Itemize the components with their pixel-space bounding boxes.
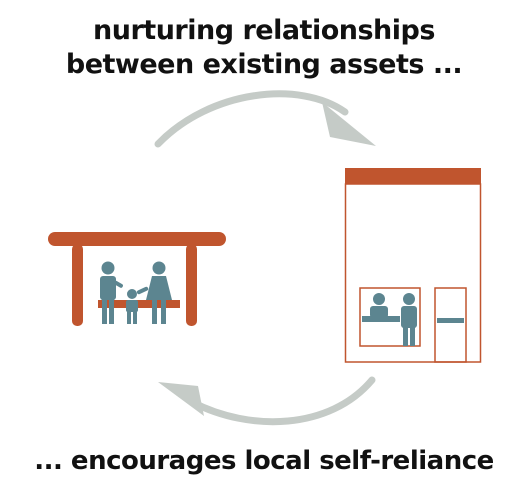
- heading-line-1: nurturing relationships: [93, 15, 435, 46]
- top-cycle-arrow-icon: [154, 90, 376, 148]
- shop-with-clerk-icon: [344, 168, 482, 363]
- footer-caption: ... encourages local self-reliance: [34, 446, 494, 476]
- bottom-cycle-arrow-icon: [158, 376, 376, 426]
- heading: nurturing relationships between existing…: [0, 14, 528, 82]
- heading-line-2: between existing assets ...: [65, 49, 463, 80]
- bus-shelter-family-icon: [48, 232, 226, 326]
